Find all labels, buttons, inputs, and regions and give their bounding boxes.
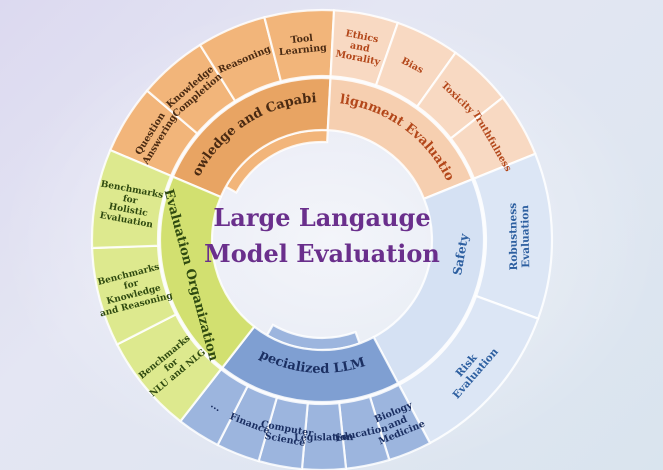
specialized-item-label: Legislation bbox=[294, 432, 354, 444]
center-title-line2: Model Evaluation bbox=[204, 239, 440, 268]
item-label-line: Evaluation bbox=[519, 205, 532, 268]
item-label-line: for bbox=[122, 194, 138, 207]
organization-item-segment bbox=[90, 148, 173, 250]
item-label-line: for bbox=[123, 278, 140, 291]
item-label-line: Learning bbox=[278, 42, 327, 58]
center-title-line1: Large Langauge bbox=[213, 203, 430, 232]
item-label-line: Tool bbox=[290, 33, 314, 46]
item-label-line: and bbox=[349, 40, 371, 55]
safety-item-label: RobustnessEvaluation bbox=[507, 202, 532, 270]
organization-category-segment bbox=[158, 175, 256, 370]
item-label-line: Legislation bbox=[294, 432, 354, 444]
knowledge-item-label: ToolLearning bbox=[277, 31, 327, 58]
diagram-rings bbox=[90, 8, 554, 470]
item-label-line: Robustness bbox=[507, 203, 520, 271]
